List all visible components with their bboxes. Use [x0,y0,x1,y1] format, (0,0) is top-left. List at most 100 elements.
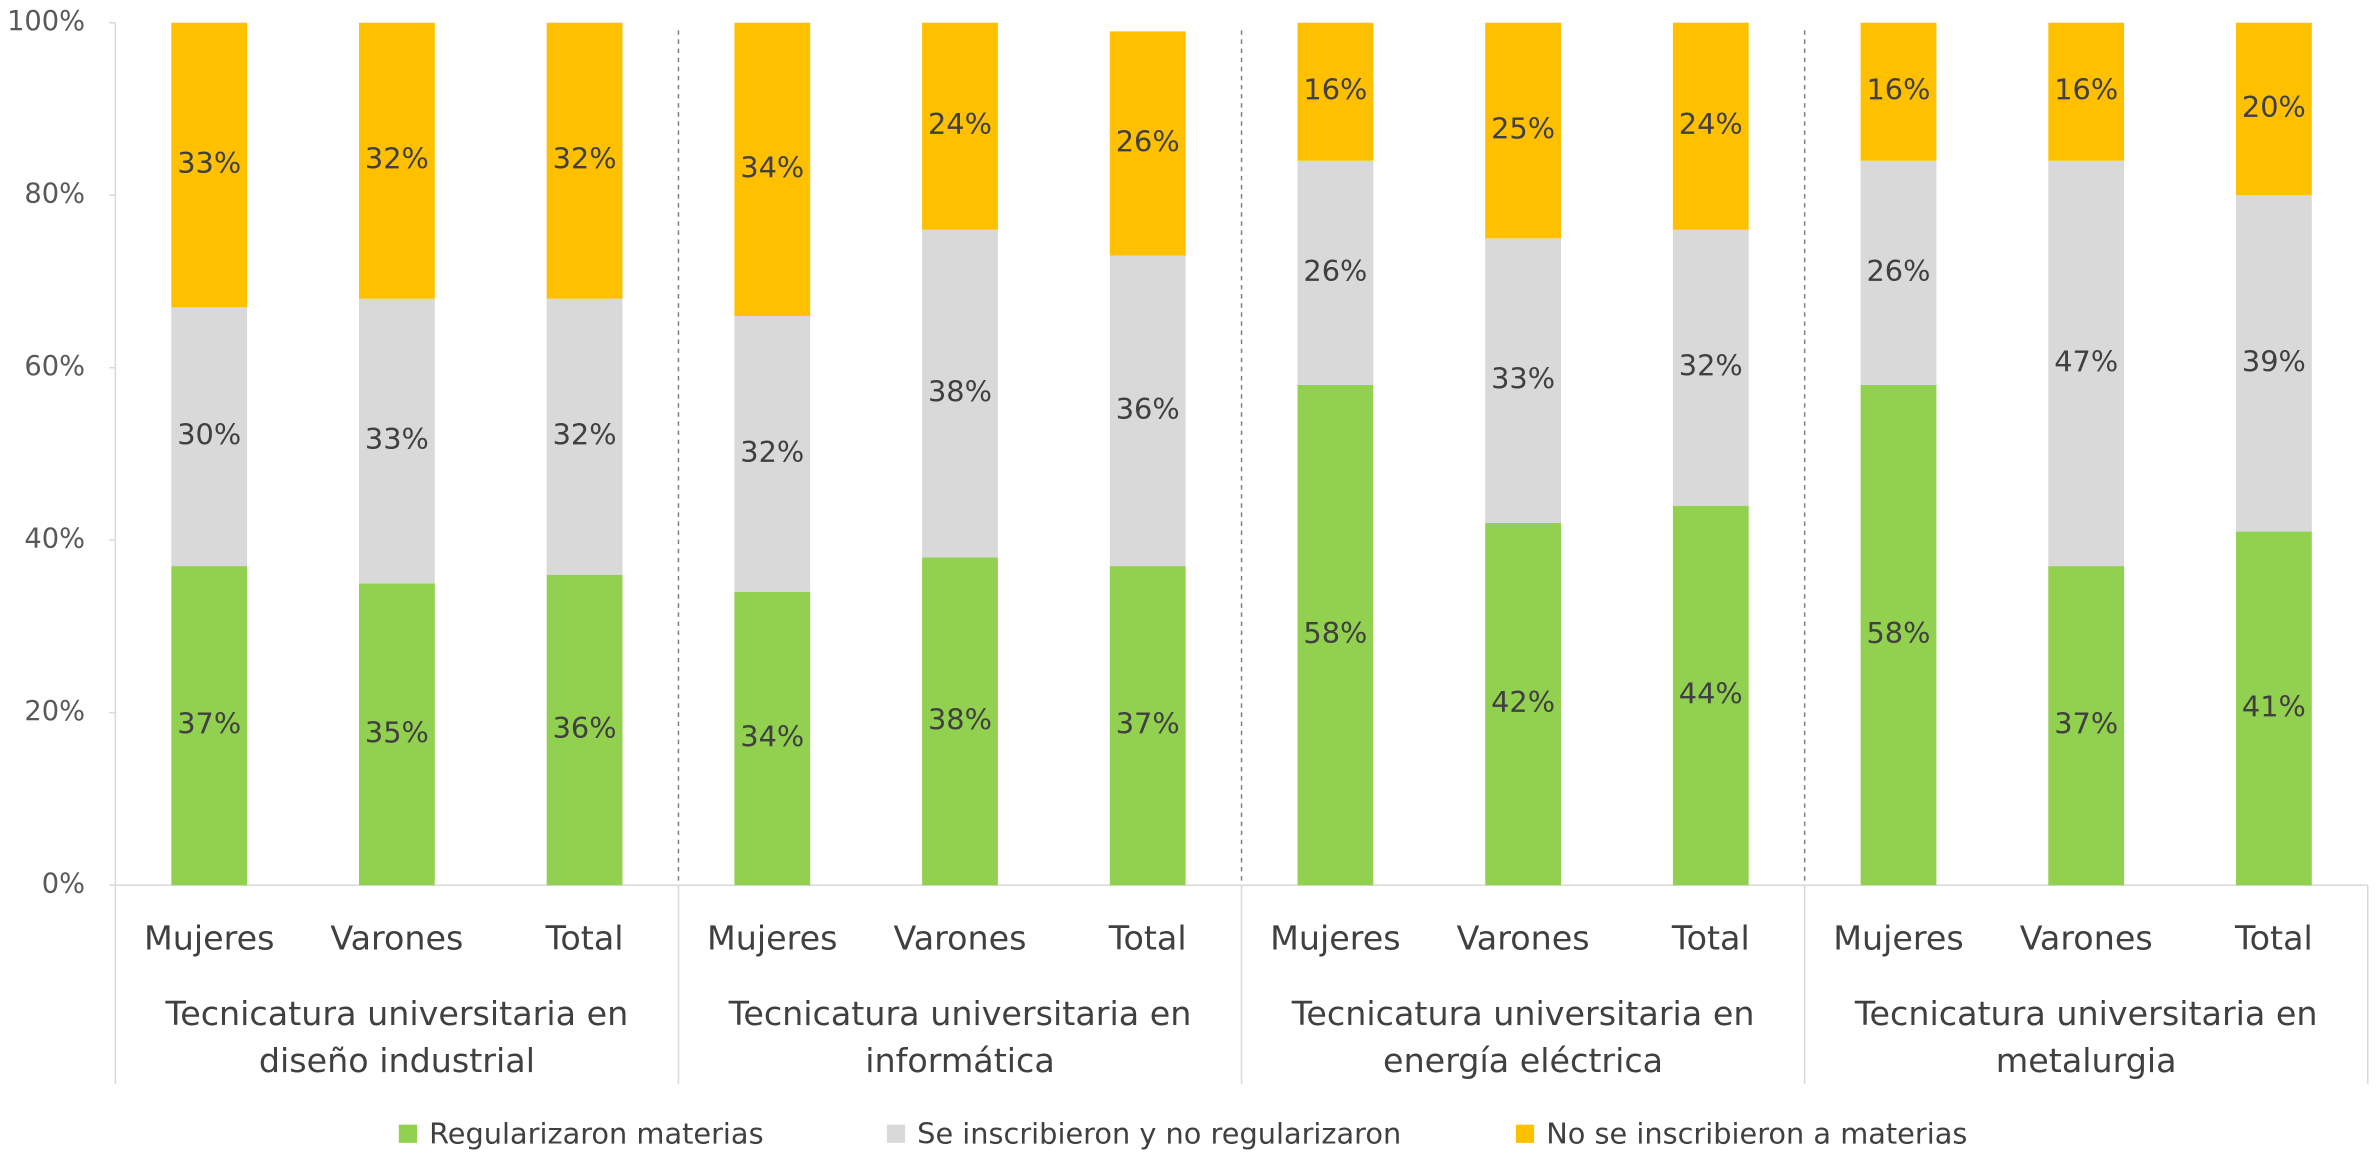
bar-segment [2236,531,2312,886]
data-label: 38% [928,375,992,409]
x-tick-label: Mujeres [707,918,837,957]
legend-label: Regularizaron materias [429,1116,763,1150]
bar-segment [1297,384,1374,886]
bar-segment [922,229,998,558]
data-label: 33% [365,422,429,456]
data-label: 30% [177,418,241,452]
data-label: 37% [1116,707,1180,741]
legend-label: Se inscribieron y no regularizaron [917,1116,1401,1150]
group-label: informática [865,1041,1055,1080]
legend-swatch [398,1124,417,1143]
x-tick-label: Total [1108,918,1187,957]
bar-segment [171,307,248,567]
data-label: 33% [1491,362,1555,396]
bar-segment [1485,522,1561,886]
bar-segment [1297,160,1374,385]
bar-segment [171,566,248,886]
bar-segment [171,22,248,308]
group-label: Tecnicatura universitaria en [1854,994,2318,1033]
bar-segment [1860,160,1937,385]
group-label: Tecnicatura universitaria en [165,994,629,1033]
data-label: 16% [1867,73,1931,107]
x-tick-label: Varones [894,918,1027,957]
group-label: Tecnicatura universitaria en [1291,994,1755,1033]
data-label: 35% [365,715,429,749]
bar-segment [1860,384,1937,886]
data-label: 34% [740,720,804,754]
data-label: 16% [1303,73,1367,107]
bar-segment [546,22,623,299]
y-tick-label: 20% [24,696,85,727]
x-tick-label: Varones [330,918,463,957]
bar-segment [1485,22,1561,239]
bar-segment [1109,31,1186,256]
bar-segment [2236,22,2312,196]
data-label: 36% [1116,392,1180,426]
legend-label: No se inscribieron a materias [1546,1116,1967,1150]
bar-segment [922,22,998,230]
legend-swatch [886,1124,906,1143]
y-tick-label: 80% [24,179,85,210]
x-tick-label: Total [1671,918,1750,957]
x-tick-label: Mujeres [1833,918,1963,957]
data-label: 37% [2054,707,2118,741]
data-label: 37% [177,707,241,741]
bar-segment [2236,195,2312,532]
x-tick-label: Total [2234,918,2313,957]
data-label: 24% [928,107,992,141]
y-tick-label: 40% [24,524,85,555]
data-label: 20% [2242,90,2306,124]
bar-segment [1672,229,1749,506]
x-tick-label: Varones [1457,918,1590,957]
bar-segment [922,557,998,886]
bar-segment [1672,505,1749,886]
bar-segment [1109,255,1186,567]
data-label: 58% [1867,616,1931,650]
data-label: 25% [1491,112,1555,146]
data-label: 47% [2054,344,2118,378]
data-label: 39% [2242,344,2306,378]
data-label: 16% [2054,73,2118,107]
data-label: 24% [1679,107,1743,141]
y-tick-label: 100% [7,6,85,37]
data-label: 58% [1303,616,1367,650]
data-label: 44% [1679,676,1743,710]
bar-segment [359,583,435,886]
y-tick-label: 0% [42,869,85,900]
bar-segment [359,298,435,584]
bar-segment [2048,566,2125,886]
group-label: diseño industrial [259,1041,535,1080]
data-label: 34% [740,150,804,184]
data-label: 26% [1303,254,1367,288]
x-tick-label: Total [545,918,624,957]
bar-segment [2048,160,2125,567]
group-label: energía eléctrica [1383,1041,1663,1080]
data-label: 38% [928,702,992,736]
x-tick-label: Mujeres [144,918,274,957]
data-label: 33% [177,146,241,180]
bar-segment [359,22,435,299]
bar-segment [1297,22,1374,161]
group-label: Tecnicatura universitaria en [728,994,1192,1033]
bar-segment [734,315,811,592]
data-label: 42% [1491,685,1555,719]
data-label: 26% [1867,254,1931,288]
bar-segment [2048,22,2125,161]
data-label: 32% [1679,349,1743,383]
bar-segment [734,22,811,316]
data-label: 36% [553,711,617,745]
x-tick-label: Varones [2020,918,2153,957]
bar-segment [734,591,811,886]
data-label: 41% [2242,689,2306,723]
bar-segment [1860,22,1937,161]
bar-segment [1485,238,1561,523]
bar-segment [546,574,623,886]
data-label: 32% [740,435,804,469]
data-label: 32% [365,142,429,176]
bar-segment [546,298,623,575]
legend-swatch [1515,1124,1535,1143]
y-tick-label: 60% [24,351,85,382]
group-label: metalurgia [1996,1041,2177,1080]
